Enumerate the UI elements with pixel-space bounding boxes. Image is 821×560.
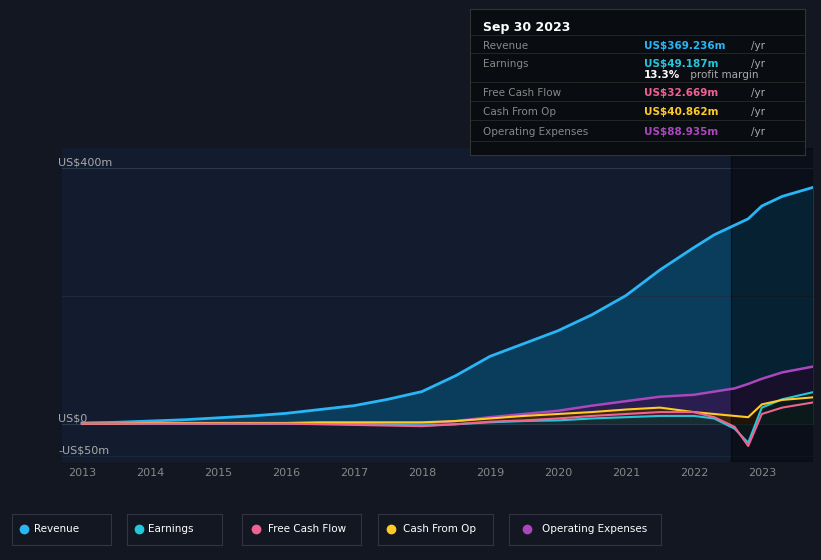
Text: /yr: /yr [751, 59, 765, 69]
Text: /yr: /yr [751, 127, 765, 137]
Text: Free Cash Flow: Free Cash Flow [268, 524, 346, 534]
Text: US$369.236m: US$369.236m [644, 41, 725, 51]
Text: /yr: /yr [751, 88, 765, 99]
Text: US$88.935m: US$88.935m [644, 127, 718, 137]
Text: 13.3%: 13.3% [644, 70, 680, 80]
Text: profit margin: profit margin [687, 70, 759, 80]
Text: Cash From Op: Cash From Op [403, 524, 476, 534]
Text: Sep 30 2023: Sep 30 2023 [483, 21, 571, 34]
Text: /yr: /yr [751, 41, 765, 51]
Text: /yr: /yr [751, 108, 765, 118]
Text: Cash From Op: Cash From Op [483, 108, 556, 118]
Text: Free Cash Flow: Free Cash Flow [483, 88, 561, 99]
Text: US$400m: US$400m [58, 157, 112, 167]
Text: Operating Expenses: Operating Expenses [483, 127, 589, 137]
Text: Operating Expenses: Operating Expenses [543, 524, 648, 534]
Text: -US$50m: -US$50m [58, 446, 109, 456]
Text: US$0: US$0 [58, 414, 87, 423]
Text: Revenue: Revenue [34, 524, 79, 534]
Text: US$40.862m: US$40.862m [644, 108, 718, 118]
Text: US$49.187m: US$49.187m [644, 59, 718, 69]
Text: Earnings: Earnings [148, 524, 194, 534]
Text: US$32.669m: US$32.669m [644, 88, 718, 99]
Bar [732, 148, 813, 462]
Text: Earnings: Earnings [483, 59, 529, 69]
Text: Revenue: Revenue [483, 41, 528, 51]
